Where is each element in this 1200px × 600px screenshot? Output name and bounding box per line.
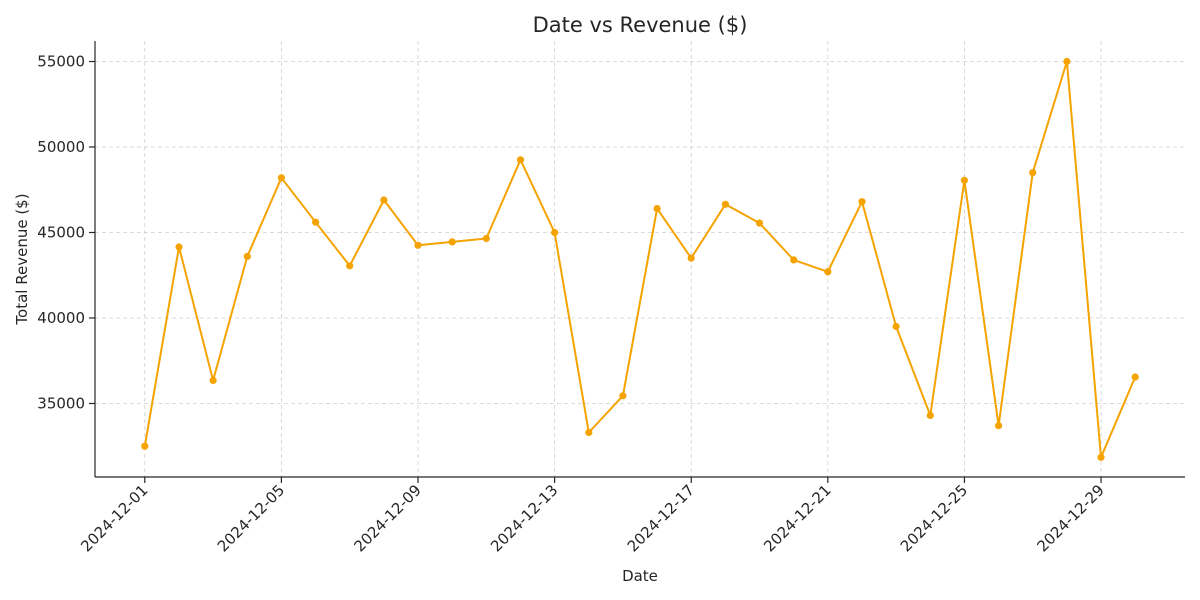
x-tick-label: 2024-12-25 [897, 481, 971, 555]
chart-title: Date vs Revenue ($) [533, 13, 748, 37]
x-tick-label: 2024-12-21 [760, 481, 834, 555]
data-point [619, 392, 627, 400]
data-point [721, 200, 730, 208]
data-point [243, 252, 251, 260]
data-point [1131, 373, 1139, 381]
series-line [143, 60, 1137, 459]
axes [94, 41, 1185, 478]
y-tick-label: 55000 [37, 53, 85, 71]
x-tick-label: 2024-12-13 [487, 481, 561, 555]
data-point [858, 198, 866, 206]
data-point [960, 176, 969, 184]
data-point [346, 262, 354, 270]
data-point [414, 241, 422, 249]
data-point [380, 196, 388, 204]
y-tick-label: 35000 [37, 394, 85, 412]
data-point [687, 254, 695, 262]
data-point [277, 174, 285, 182]
x-tick-label: 2024-12-29 [1033, 481, 1107, 555]
series-group [141, 57, 1139, 461]
data-point [175, 243, 183, 251]
y-tick-label: 45000 [37, 223, 85, 241]
x-tick-label: 2024-12-09 [350, 481, 424, 555]
y-axis-label: Total Revenue ($) [13, 193, 31, 325]
data-point [1029, 169, 1037, 177]
x-tick-label: 2024-12-17 [624, 481, 698, 555]
data-point [755, 219, 764, 227]
data-point [790, 256, 798, 264]
data-point [585, 428, 593, 437]
x-tick-label: 2024-12-01 [77, 481, 151, 555]
data-point [926, 411, 934, 419]
x-tick-label: 2024-12-05 [214, 481, 288, 555]
data-point [312, 218, 320, 226]
data-point [551, 228, 559, 237]
data-point [209, 376, 217, 384]
data-point [653, 205, 661, 213]
y-tick-label: 50000 [37, 138, 85, 156]
data-point [824, 268, 832, 276]
data-point [892, 322, 900, 331]
data-point [1063, 57, 1071, 66]
data-point [516, 156, 525, 164]
data-point [1097, 453, 1105, 461]
data-point [995, 422, 1003, 430]
x-axis-label: Date [622, 567, 658, 585]
data-point [141, 442, 149, 450]
y-tick-label: 40000 [37, 309, 85, 327]
data-point [482, 234, 490, 243]
data-point [448, 238, 456, 246]
